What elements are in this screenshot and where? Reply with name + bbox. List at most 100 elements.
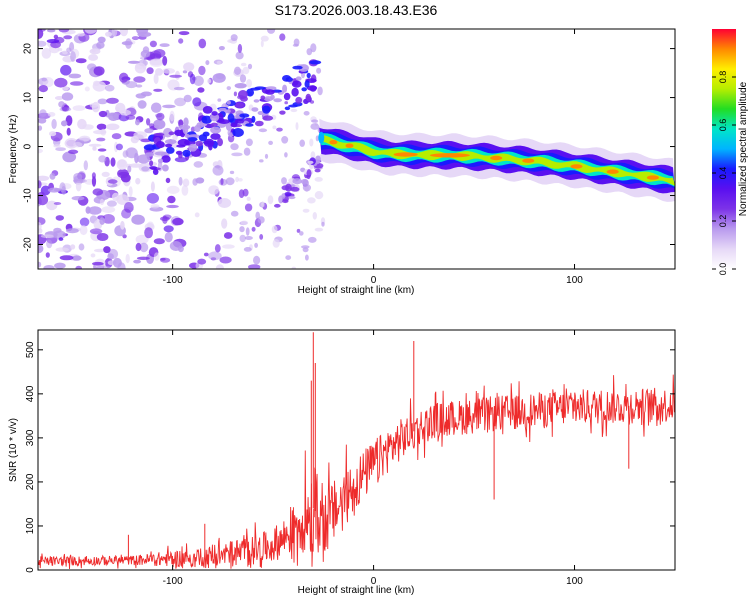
noise-blob bbox=[146, 118, 151, 126]
rising-track-blob bbox=[235, 102, 244, 108]
noise-blob bbox=[153, 49, 166, 58]
noise-blob bbox=[321, 221, 325, 227]
snr-x-label: Height of straight line (km) bbox=[298, 585, 415, 596]
figure-title: S173.2026.003.18.43.E36 bbox=[275, 2, 438, 18]
noise-blob bbox=[246, 79, 253, 88]
noise-blob bbox=[314, 227, 324, 232]
noise-blob bbox=[240, 62, 247, 67]
noise-blob bbox=[96, 137, 106, 142]
rising-track-blob bbox=[144, 152, 155, 157]
noise-blob bbox=[253, 255, 261, 265]
noise-blob bbox=[216, 60, 222, 65]
noise-blob bbox=[239, 74, 247, 83]
rising-track-blob bbox=[283, 92, 291, 101]
noise-blob bbox=[251, 226, 256, 232]
falling-track-blob bbox=[288, 195, 296, 200]
rising-track-blob bbox=[282, 84, 288, 93]
noise-blob bbox=[237, 43, 243, 53]
rising-track-blob bbox=[295, 96, 303, 104]
noise-blob bbox=[245, 138, 253, 147]
rising-track-blob bbox=[188, 143, 198, 152]
noise-blob bbox=[75, 180, 82, 192]
noise-blob bbox=[38, 148, 43, 154]
rising-track-blob bbox=[182, 125, 189, 135]
noise-blob bbox=[68, 149, 79, 154]
rising-track-blob bbox=[152, 168, 159, 175]
noise-blob bbox=[115, 143, 123, 151]
noise-blob bbox=[49, 173, 56, 180]
noise-blob bbox=[315, 135, 319, 142]
rising-track-blob bbox=[273, 98, 283, 103]
noise-blob bbox=[183, 62, 195, 72]
noise-blob bbox=[118, 109, 131, 116]
noise-blob bbox=[284, 101, 289, 105]
noise-blob bbox=[55, 215, 64, 221]
noise-blob bbox=[272, 239, 280, 248]
noise-blob bbox=[71, 255, 82, 261]
noise-blob bbox=[245, 227, 250, 236]
noise-blob bbox=[153, 252, 160, 261]
noise-blob bbox=[290, 108, 298, 113]
noise-blob bbox=[235, 176, 240, 183]
noise-blob bbox=[246, 196, 251, 201]
noise-blob bbox=[101, 171, 110, 177]
noise-blob bbox=[98, 155, 107, 163]
noise-blob bbox=[222, 244, 235, 249]
noise-blob bbox=[71, 196, 85, 201]
y-tick-label: 100 bbox=[25, 517, 36, 534]
noise-blob bbox=[163, 225, 174, 233]
noise-blob bbox=[159, 43, 170, 47]
y-tick-label: 20 bbox=[23, 43, 34, 55]
noise-blob bbox=[70, 51, 76, 62]
noise-blob bbox=[54, 77, 68, 88]
noise-blob bbox=[53, 230, 66, 239]
noise-blob bbox=[281, 136, 289, 144]
noise-blob bbox=[131, 36, 140, 41]
noise-blob bbox=[197, 87, 205, 93]
noise-blob bbox=[174, 97, 187, 107]
noise-blob bbox=[61, 92, 74, 101]
noise-blob bbox=[79, 217, 90, 227]
noise-blob bbox=[173, 86, 185, 91]
snr-y-label: SNR (10 * v/v) bbox=[8, 418, 19, 482]
noise-blob bbox=[82, 124, 94, 130]
noise-blob bbox=[226, 86, 231, 91]
main-track-peak bbox=[329, 140, 338, 145]
noise-blob bbox=[231, 152, 243, 157]
noise-blob bbox=[259, 159, 264, 163]
falling-track-blob bbox=[290, 186, 300, 192]
noise-blob bbox=[90, 253, 96, 258]
noise-blob bbox=[92, 81, 107, 92]
noise-blob bbox=[314, 191, 324, 200]
noise-blob bbox=[107, 179, 118, 184]
rising-track-blob bbox=[238, 90, 248, 99]
noise-blob bbox=[122, 150, 129, 158]
noise-blob bbox=[136, 29, 149, 35]
noise-blob bbox=[77, 32, 85, 37]
noise-blob bbox=[169, 110, 175, 122]
noise-blob bbox=[303, 111, 310, 116]
noise-blob bbox=[220, 178, 224, 185]
noise-blob bbox=[240, 220, 249, 225]
noise-blob bbox=[267, 195, 274, 205]
rising-track-blob bbox=[210, 113, 220, 122]
noise-blob bbox=[214, 244, 221, 253]
noise-blob bbox=[111, 133, 122, 140]
rising-track-blob bbox=[251, 107, 259, 112]
noise-blob bbox=[55, 147, 66, 152]
noise-blob bbox=[139, 242, 149, 253]
rising-track-blob bbox=[198, 134, 208, 142]
noise-blob bbox=[38, 194, 49, 206]
noise-blob bbox=[41, 48, 52, 59]
noise-blob bbox=[91, 101, 100, 113]
rising-track-blob bbox=[217, 138, 223, 147]
noise-blob bbox=[60, 120, 68, 127]
noise-blob bbox=[70, 244, 76, 250]
noise-blob bbox=[106, 200, 117, 207]
noise-blob bbox=[53, 144, 61, 148]
noise-blob bbox=[128, 186, 133, 197]
noise-blob bbox=[62, 86, 69, 91]
noise-blob bbox=[140, 49, 151, 58]
rising-track-blob bbox=[305, 93, 312, 102]
rising-track-blob bbox=[295, 76, 302, 81]
